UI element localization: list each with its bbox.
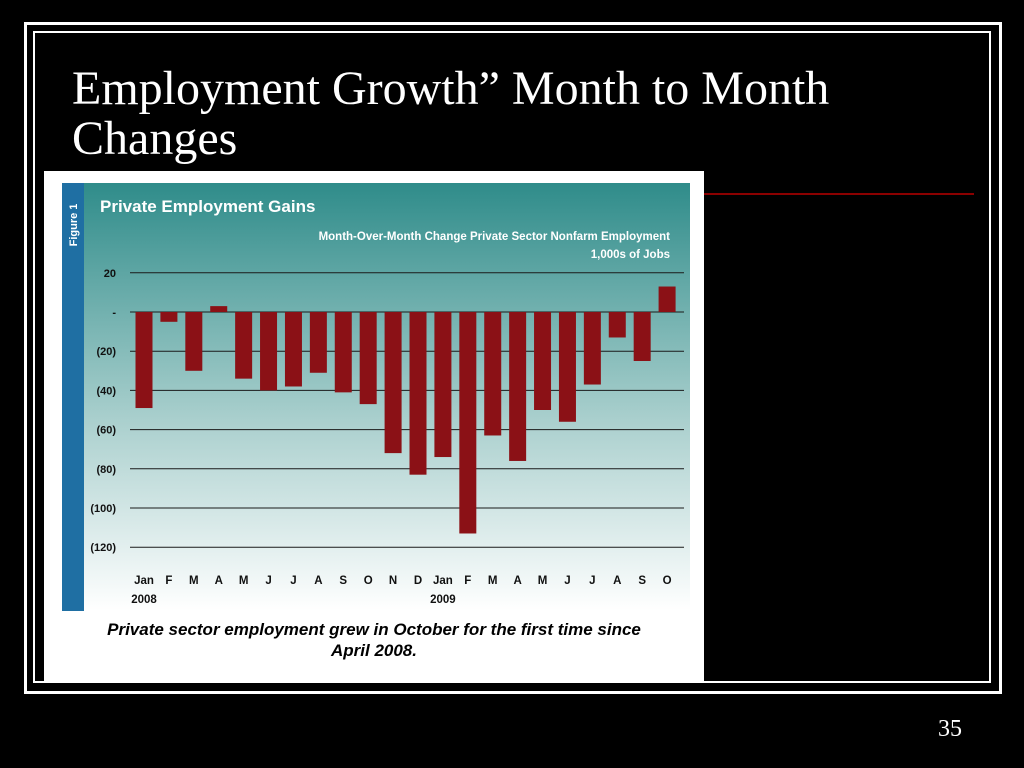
bar (384, 312, 402, 454)
bar (284, 312, 302, 387)
x-tick-label: M (488, 575, 498, 587)
y-tick-label: (60) (96, 425, 116, 437)
x-tick-label: J (564, 575, 570, 587)
x-tick-label: A (513, 575, 521, 587)
chart-background (70, 183, 690, 611)
x-tick-label: S (339, 575, 347, 587)
x-tick-label: S (638, 575, 646, 587)
bar (359, 312, 377, 405)
x-tick-label: Jan (134, 575, 154, 587)
slide-number: 35 (938, 716, 962, 742)
x-tick-label: D (414, 575, 422, 587)
bar (334, 312, 352, 393)
figure-sidebar (62, 183, 84, 611)
figure-caption: Private sector employment grew in Octobe… (107, 620, 641, 660)
bar (534, 312, 552, 410)
x-tick-label: M (538, 575, 548, 587)
y-axis-unit-label: 1,000s of Jobs (591, 249, 670, 261)
year-label: 2008 (131, 594, 157, 606)
x-tick-labels: Jan F M A M J J A S O N D Jan F M A M J J A S O 2008 2009 (131, 575, 671, 606)
y-tick-label: (80) (96, 464, 116, 476)
y-tick-label: (100) (90, 503, 116, 515)
x-tick-label: O (364, 575, 373, 587)
figure-label: Figure 1 (68, 204, 80, 247)
bar (558, 312, 576, 422)
slide-frame-outer (24, 22, 1002, 694)
year-label: 2009 (430, 594, 456, 606)
x-tick-label: J (265, 575, 271, 587)
bar (235, 312, 253, 379)
bar (135, 312, 153, 409)
bar (608, 312, 626, 338)
figure-panel: Figure 1 Private Employment Gains Month-… (44, 171, 704, 681)
bar (459, 312, 477, 534)
employment-bar-chart: Figure 1 Private Employment Gains Month-… (62, 183, 690, 611)
bar (309, 312, 327, 373)
bar (409, 312, 427, 475)
y-tick-label: (20) (96, 346, 116, 358)
y-tick-label: (40) (96, 385, 116, 397)
bar (658, 286, 676, 312)
x-tick-label: J (290, 575, 296, 587)
bars (135, 286, 676, 534)
x-tick-label: M (239, 575, 249, 587)
chart-title: Private Employment Gains (100, 197, 315, 216)
x-tick-label: A (314, 575, 322, 587)
x-tick-label: F (165, 575, 172, 587)
bar (633, 312, 651, 361)
bar (434, 312, 452, 458)
bar (185, 312, 203, 371)
x-tick-label: Jan (433, 575, 453, 587)
x-tick-label: M (189, 575, 199, 587)
y-tick-label: - (112, 307, 116, 319)
y-tick-label: 20 (104, 268, 116, 280)
y-tick-labels: 20 - (20) (40) (60) (80) (100) (120) (90, 268, 116, 554)
x-tick-label: F (464, 575, 471, 587)
bar (484, 312, 502, 436)
bar (260, 312, 278, 391)
title-underline-rule (704, 193, 974, 195)
slide-title: Employment Growth” Month to Month Change… (72, 62, 830, 165)
bar (160, 312, 178, 322)
chart-subtitle: Month-Over-Month Change Private Sector N… (319, 231, 671, 243)
slide-frame-inner (33, 31, 991, 683)
y-tick-label: (120) (90, 542, 116, 554)
bar (583, 312, 601, 385)
x-tick-label: J (589, 575, 595, 587)
bar (210, 306, 228, 312)
x-tick-label: A (613, 575, 621, 587)
x-tick-label: A (215, 575, 223, 587)
x-tick-label: O (663, 575, 672, 587)
x-tick-label: N (389, 575, 397, 587)
bar (509, 312, 527, 461)
